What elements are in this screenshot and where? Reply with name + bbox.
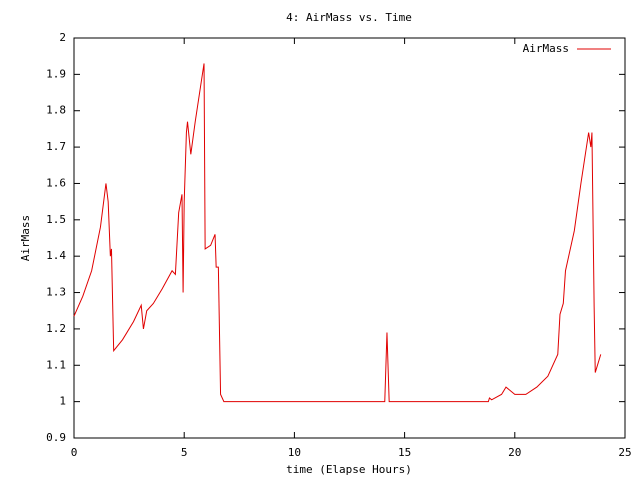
y-tick-label: 1.8 bbox=[46, 104, 66, 117]
y-tick-label: 1.9 bbox=[46, 67, 66, 80]
legend-label: AirMass bbox=[523, 42, 569, 55]
y-tick-label: 1.1 bbox=[46, 358, 66, 371]
x-axis-label: time (Elapse Hours) bbox=[286, 463, 412, 476]
x-tick-label: 10 bbox=[288, 446, 301, 459]
y-tick-label: 1.7 bbox=[46, 140, 66, 153]
y-axis-label: AirMass bbox=[19, 215, 32, 261]
y-tick-label: 2 bbox=[59, 31, 66, 44]
y-tick-label: 1 bbox=[59, 395, 66, 408]
x-tick-label: 5 bbox=[181, 446, 188, 459]
y-tick-label: 1.4 bbox=[46, 249, 66, 262]
y-tick-label: 1.2 bbox=[46, 322, 66, 335]
y-tick-label: 1.3 bbox=[46, 286, 66, 299]
x-tick-label: 0 bbox=[71, 446, 78, 459]
y-tick-label: 1.6 bbox=[46, 176, 66, 189]
x-tick-label: 20 bbox=[508, 446, 521, 459]
x-tick-label: 25 bbox=[618, 446, 631, 459]
y-tick-label: 0.9 bbox=[46, 431, 66, 444]
x-tick-label: 15 bbox=[398, 446, 411, 459]
y-tick-label: 1.5 bbox=[46, 213, 66, 226]
plot-border bbox=[73, 37, 626, 439]
chart-title: 4: AirMass vs. Time bbox=[286, 11, 412, 24]
data-line bbox=[73, 63, 602, 403]
